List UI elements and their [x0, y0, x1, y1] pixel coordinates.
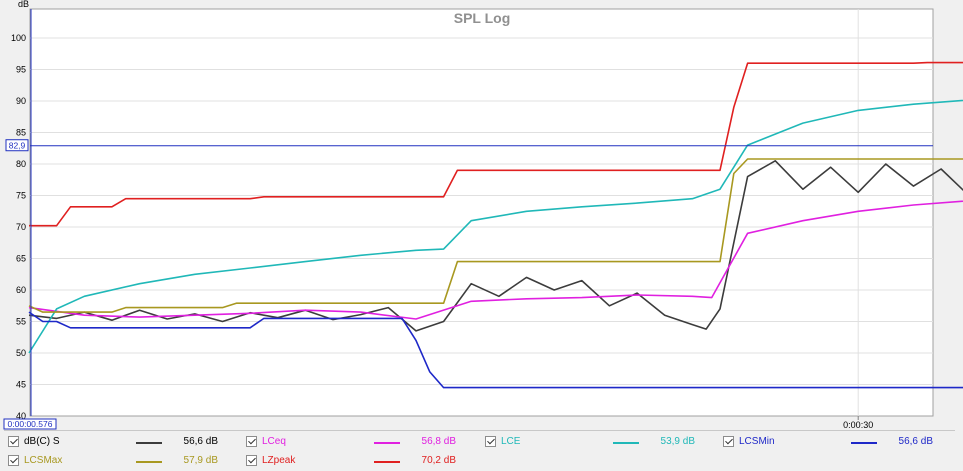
legend-item-lzpeak: LZpeak 70,2 dB [246, 454, 478, 470]
legend-swatch [374, 442, 400, 444]
legend-value: 53,9 dB [660, 436, 695, 447]
legend-checkbox-lzpeak[interactable] [246, 455, 257, 466]
legend-label: LCSMin [739, 436, 775, 447]
y-tick-label: 100 [11, 33, 26, 43]
legend-item-lcsmax: LCSMax 57,9 dB [8, 454, 240, 470]
y-tick-label: 90 [16, 96, 26, 106]
legend-item-db-c-s: dB(C) S 56,6 dB [8, 435, 240, 451]
legend-value: 56,6 dB [183, 436, 218, 447]
y-tick-label: 80 [16, 159, 26, 169]
cursor-crosshair[interactable]: 82,9 0:00:00.576 [3, 9, 933, 430]
legend-label: dB(C) S [24, 436, 60, 447]
y-tick-label: 75 [16, 191, 26, 201]
legend-label: LZpeak [262, 455, 296, 466]
y-tick-label: 55 [16, 317, 26, 327]
series-line-lce [28, 99, 963, 354]
legend-label: LCeq [262, 436, 286, 447]
y-tick-label: 70 [16, 222, 26, 232]
legend: dB(C) S 56,6 dB LCeq 56,8 dB LCE 53,9 dB LCSMi… [4, 430, 955, 469]
legend-label: LCSMax [24, 455, 63, 466]
x-axis: 0:00:300:01:000:01:300:02:000:02:300:03:… [843, 416, 873, 430]
series-line-lceq [28, 200, 963, 320]
cursor-y-readout: 82,9 [9, 141, 26, 151]
y-tick-label: 40 [16, 411, 26, 421]
series-line-lcsmin [28, 311, 963, 389]
legend-swatch [136, 442, 162, 444]
plot-area[interactable] [29, 8, 934, 417]
cursor-x-readout: 0:00:00.576 [8, 419, 53, 429]
cursor-y-readout-box [5, 139, 29, 152]
legend-checkbox-lcsmin[interactable] [723, 436, 734, 447]
legend-checkbox-lceq[interactable] [246, 436, 257, 447]
legend-label: LCE [501, 436, 521, 447]
legend-swatch [374, 461, 400, 463]
legend-checkbox-lce[interactable] [485, 436, 496, 447]
legend-swatch [136, 461, 162, 463]
y-tick-label: 95 [16, 65, 26, 75]
legend-value: 57,9 dB [183, 455, 218, 466]
legend-value: 56,8 dB [421, 436, 456, 447]
cursor-x-readout-box [3, 418, 57, 430]
legend-item-lce: LCE 53,9 dB [485, 435, 717, 451]
legend-swatch [613, 442, 639, 444]
legend-item-lcsmin: LCSMin 56,6 dB [723, 435, 955, 451]
legend-checkbox-db-c-s[interactable] [8, 436, 19, 447]
y-tick-label: 50 [16, 348, 26, 358]
y-tick-label: 45 [16, 380, 26, 390]
series-line-lzpeak [29, 61, 963, 227]
x-tick-label: 0:00:30 [843, 420, 873, 430]
legend-value: 70,2 dB [421, 455, 456, 466]
y-axis: 40 45 50 55 60 65 70 75 80 85 90 95 100 [11, 33, 26, 421]
legend-value: 56,6 dB [898, 436, 933, 447]
y-axis-label: dB [18, 0, 29, 9]
y-tick-label: 85 [16, 128, 26, 138]
legend-swatch [851, 442, 877, 444]
series-lines [28, 61, 963, 389]
y-tick-label: 60 [16, 285, 26, 295]
gridlines [30, 9, 933, 416]
legend-item-lceq: LCeq 56,8 dB [246, 435, 478, 451]
series-line-lcsmax [28, 158, 963, 313]
legend-checkbox-lcsmax[interactable] [8, 455, 19, 466]
y-tick-label: 65 [16, 254, 26, 264]
chart-title: SPL Log [454, 10, 511, 26]
